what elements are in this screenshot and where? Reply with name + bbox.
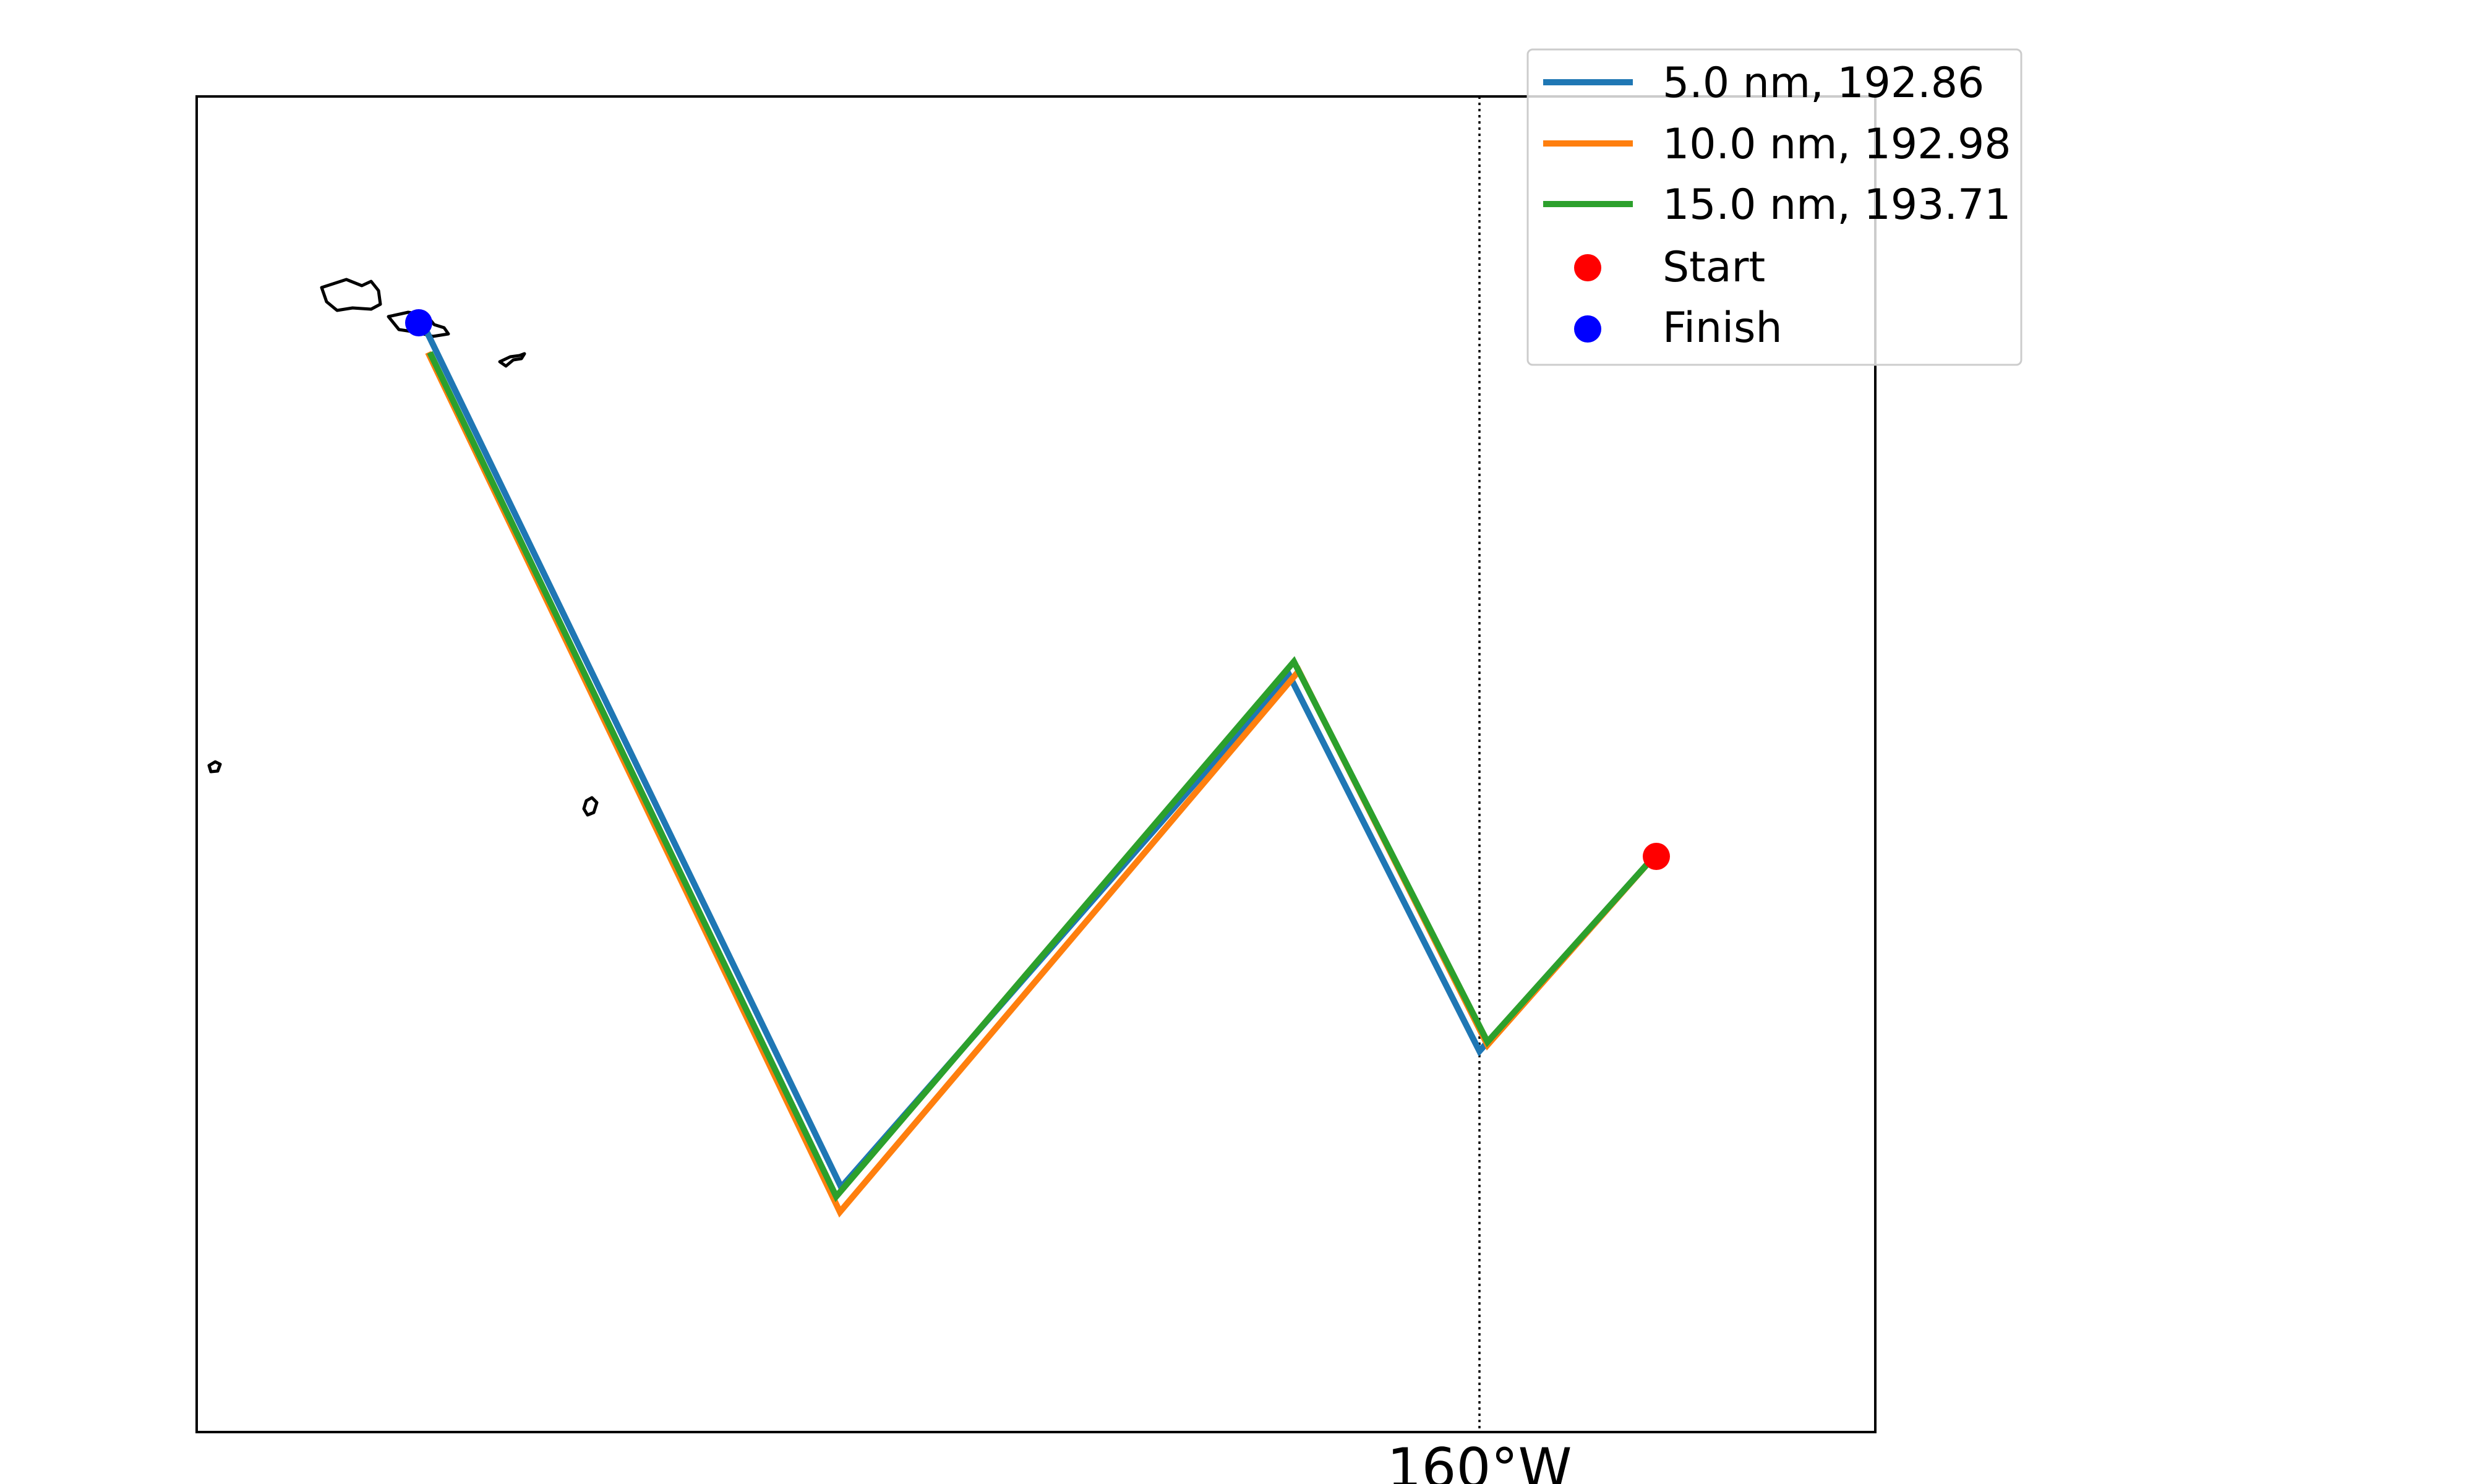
legend-frame xyxy=(1526,48,2022,366)
legend-dot-finish xyxy=(1574,315,1601,343)
legend-label-15nm: 15.0 nm, 193.71 xyxy=(1663,181,2011,229)
legend-label-start: Start xyxy=(1663,243,1765,292)
legend-label-finish: Finish xyxy=(1663,304,1783,352)
island-tutuila xyxy=(498,352,526,368)
island-small-west xyxy=(207,760,222,774)
route-15nm xyxy=(427,351,1654,1203)
island-small-center xyxy=(582,796,599,817)
island-savaii xyxy=(320,278,382,312)
legend-label-5nm: 5.0 nm, 192.86 xyxy=(1663,59,1984,108)
finish-marker xyxy=(405,309,432,336)
legend: 5.0 nm, 192.86 10.0 nm, 192.98 15.0 nm, … xyxy=(1526,48,2022,366)
meridian-tick-label: 160°W xyxy=(1387,1436,1572,1484)
legend-dot-start xyxy=(1574,254,1601,281)
start-marker xyxy=(1643,843,1670,870)
routes xyxy=(420,322,1654,1218)
legend-label-10nm: 10.0 nm, 192.98 xyxy=(1663,120,2011,169)
